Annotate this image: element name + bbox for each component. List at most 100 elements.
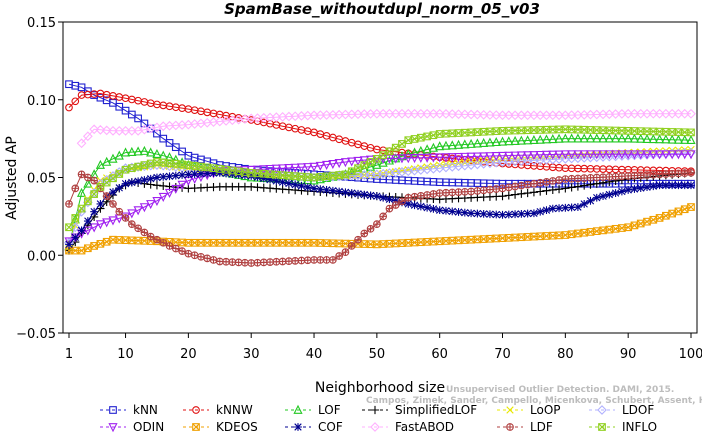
- knnw-point: [65, 103, 73, 112]
- simplifiedlof-point: [567, 183, 576, 192]
- kdeos-point: [636, 219, 645, 228]
- cof-point: [611, 189, 620, 197]
- inflo-point: [102, 178, 111, 187]
- inflo-point: [115, 170, 124, 178]
- odin-point: [516, 151, 526, 161]
- lof-point: [560, 133, 570, 143]
- lof-point: [680, 134, 690, 144]
- cof-point: [498, 210, 507, 219]
- lof-point: [623, 133, 633, 143]
- ldf-point: [366, 224, 375, 233]
- ldf-point: [574, 174, 582, 183]
- ldf-point: [467, 187, 475, 196]
- ldf-point: [460, 187, 469, 196]
- fastabod-point: [535, 110, 546, 121]
- y-tick-label: 0.05: [27, 172, 56, 187]
- ldf-point: [241, 258, 249, 267]
- fastabod-point: [635, 108, 646, 119]
- chart-title: SpamBase_withoutdupl_norm_05_v03: [224, 0, 540, 18]
- odin-point: [548, 150, 558, 160]
- legend-swatch-marker: [192, 423, 200, 431]
- ldf-point: [215, 257, 224, 266]
- fastabod-point: [472, 109, 483, 120]
- cof-point: [71, 233, 80, 242]
- cof-point: [435, 206, 444, 215]
- loop-point: [71, 222, 79, 230]
- x-axis-label: Neighborhood size: [315, 380, 445, 396]
- cof-point: [385, 195, 394, 204]
- lof-point: [108, 153, 118, 163]
- ldf-point: [429, 190, 438, 198]
- cof-point: [605, 190, 614, 199]
- lof-point: [611, 133, 621, 143]
- simplifiedlof-point: [573, 182, 583, 191]
- legend-item-ldf: LDF: [497, 420, 553, 434]
- odin-point: [303, 163, 313, 173]
- ldf-point: [674, 169, 683, 178]
- cof-point: [442, 206, 450, 215]
- simplifiedlof-point: [536, 187, 545, 196]
- series-inflo: [65, 125, 695, 232]
- cof-point: [617, 187, 626, 196]
- simplifiedlof-point: [504, 191, 513, 200]
- odin-point: [164, 188, 175, 198]
- cof-point: [77, 226, 86, 235]
- cof-point: [190, 170, 199, 178]
- ldf-point: [316, 256, 325, 264]
- lof-point: [403, 148, 413, 159]
- odin-point: [353, 156, 363, 166]
- odin-point: [284, 164, 294, 174]
- simplifiedlof-point: [159, 181, 168, 190]
- cof-point: [278, 178, 287, 187]
- fastabod-point: [108, 125, 118, 136]
- ldf-point: [197, 252, 205, 261]
- odin-point: [504, 151, 514, 161]
- ldf-point: [266, 258, 274, 266]
- cof-point: [184, 170, 193, 179]
- odin-point: [152, 196, 162, 207]
- cof-point: [328, 186, 337, 195]
- fastabod-point: [434, 108, 445, 119]
- series-lof: [64, 133, 696, 250]
- cof-point: [674, 181, 683, 190]
- knnw-point: [71, 97, 80, 106]
- cof-point: [423, 203, 432, 212]
- loop-point: [687, 145, 695, 154]
- ldf-point: [611, 172, 620, 181]
- ldof-point: [76, 206, 87, 217]
- fastabod-point: [673, 108, 684, 119]
- ldf-point: [178, 247, 186, 255]
- fastabod-point: [529, 110, 539, 121]
- ldf-point: [134, 224, 142, 233]
- fastabod-line: [81, 113, 691, 144]
- odin-point: [617, 150, 627, 160]
- simplifiedlof-point: [548, 185, 557, 195]
- simplifiedlof-point: [561, 184, 570, 193]
- ldf-point: [354, 235, 362, 244]
- ldf-point: [184, 249, 193, 258]
- lof-point: [504, 136, 514, 146]
- fastabod-point: [497, 110, 508, 121]
- ldf-point: [548, 177, 557, 185]
- lof-point: [523, 135, 533, 145]
- odin-point: [158, 192, 168, 202]
- fastabod-point: [679, 108, 690, 119]
- simplifiedlof-point: [498, 192, 507, 201]
- ldf-point: [586, 173, 595, 182]
- odin-point: [127, 209, 137, 219]
- ldf-point: [561, 175, 570, 183]
- lof-point: [654, 134, 665, 144]
- lof-point: [409, 147, 420, 157]
- legend-item-knnw: kNNW: [183, 403, 253, 417]
- ldf-point: [410, 192, 419, 201]
- lof-point: [642, 133, 652, 143]
- odin-point: [623, 150, 633, 160]
- cof-point: [404, 200, 413, 208]
- odin-point: [441, 153, 451, 163]
- cof-point: [416, 202, 425, 211]
- cof-point: [209, 169, 218, 178]
- kdeos-point: [511, 233, 519, 242]
- fastabod-point: [459, 109, 470, 120]
- kdeos-point: [630, 221, 639, 230]
- odin-point: [139, 203, 149, 213]
